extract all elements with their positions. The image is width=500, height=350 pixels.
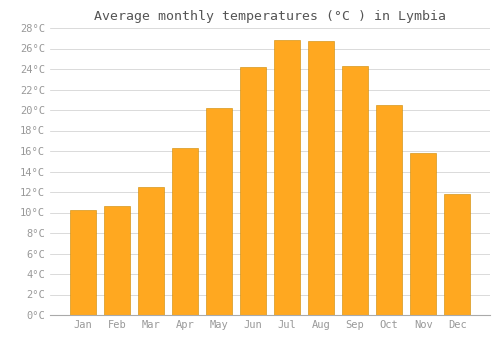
- Title: Average monthly temperatures (°C ) in Lymbia: Average monthly temperatures (°C ) in Ly…: [94, 10, 446, 23]
- Bar: [376, 105, 402, 315]
- Bar: [410, 153, 436, 315]
- Bar: [342, 66, 368, 315]
- Bar: [444, 194, 470, 315]
- Bar: [274, 40, 300, 315]
- Bar: [308, 41, 334, 315]
- Bar: [206, 108, 232, 315]
- Bar: [138, 187, 164, 315]
- Bar: [240, 67, 266, 315]
- Bar: [172, 148, 198, 315]
- Bar: [70, 210, 96, 315]
- Bar: [104, 206, 130, 315]
